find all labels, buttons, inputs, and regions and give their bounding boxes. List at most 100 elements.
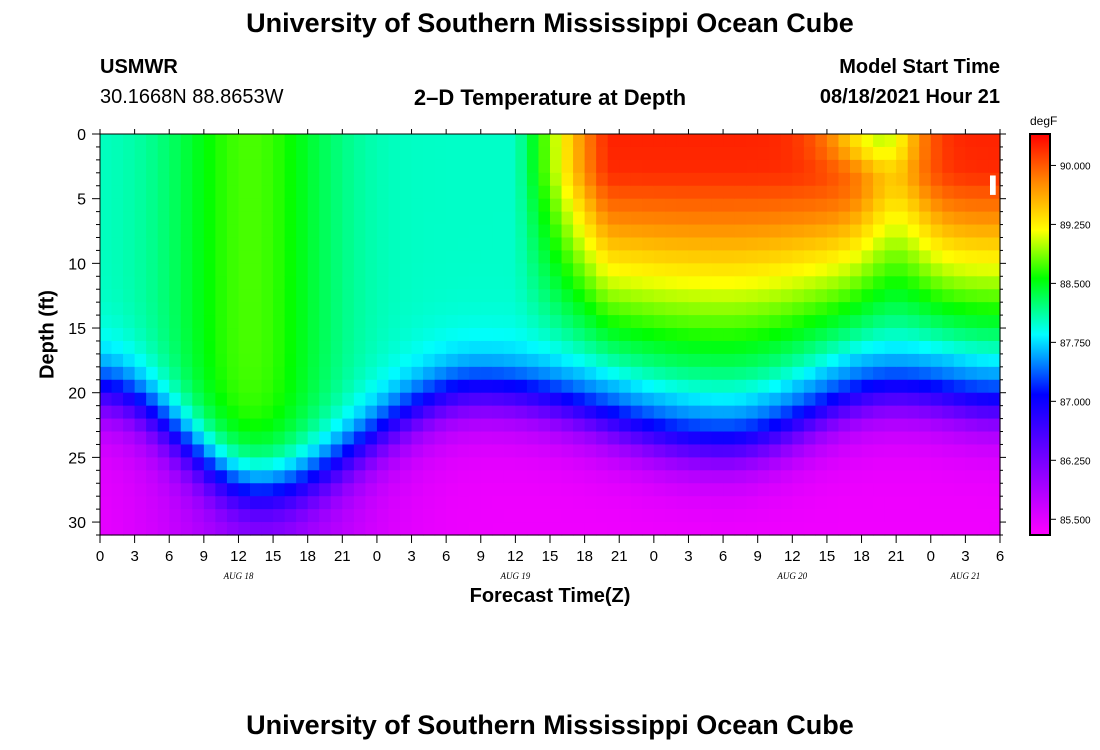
heatmap-cell bbox=[250, 289, 263, 303]
heatmap-cell bbox=[515, 418, 528, 433]
heatmap-cell bbox=[734, 289, 747, 303]
heatmap-cell bbox=[550, 483, 563, 497]
heatmap-cell bbox=[734, 198, 747, 213]
heatmap-cell bbox=[734, 211, 747, 226]
heatmap-cell bbox=[596, 198, 609, 213]
heatmap-cell bbox=[953, 146, 966, 161]
heatmap-cell bbox=[746, 276, 759, 290]
heatmap-cell bbox=[665, 522, 678, 536]
heatmap-cell bbox=[630, 353, 643, 368]
heatmap-cell bbox=[134, 211, 147, 226]
heatmap-cell bbox=[480, 198, 493, 213]
heatmap-cell bbox=[146, 224, 159, 239]
heatmap-cell bbox=[965, 366, 978, 381]
heatmap-cell bbox=[284, 340, 297, 355]
heatmap-cell bbox=[469, 366, 482, 381]
heatmap-cell bbox=[203, 211, 216, 226]
heatmap-cell bbox=[919, 276, 932, 290]
heatmap-cell bbox=[100, 328, 113, 342]
heatmap-cell bbox=[480, 224, 493, 239]
heatmap-cell bbox=[803, 224, 816, 239]
heatmap-cell bbox=[492, 237, 505, 252]
heatmap-cell bbox=[711, 340, 724, 355]
heatmap-cell bbox=[469, 444, 482, 458]
heatmap-cell bbox=[284, 198, 297, 213]
heatmap-cell bbox=[342, 211, 355, 226]
heatmap-cell bbox=[226, 392, 240, 407]
heatmap-cell bbox=[861, 185, 874, 200]
heatmap-cell bbox=[850, 366, 863, 381]
heatmap-cell bbox=[342, 328, 355, 342]
heatmap-cell bbox=[169, 263, 182, 277]
heatmap-cell bbox=[123, 250, 136, 264]
heatmap-cell bbox=[550, 418, 563, 433]
heatmap-cell bbox=[111, 328, 124, 342]
heatmap-cell bbox=[250, 276, 263, 290]
heatmap-cell bbox=[803, 496, 816, 510]
heatmap-cell bbox=[976, 366, 990, 381]
heatmap-cell bbox=[942, 431, 955, 446]
heatmap-cell bbox=[411, 457, 424, 471]
heatmap-cell bbox=[734, 315, 747, 329]
heatmap-cell bbox=[942, 405, 955, 420]
heatmap-cell bbox=[919, 185, 932, 200]
heatmap-cell bbox=[700, 522, 713, 536]
heatmap-cell bbox=[400, 353, 413, 368]
heatmap-cell bbox=[296, 457, 309, 471]
heatmap-cell bbox=[515, 392, 528, 407]
heatmap-cell bbox=[550, 431, 563, 446]
heatmap-cell bbox=[630, 457, 643, 471]
heatmap-cell bbox=[988, 289, 1001, 303]
heatmap-cell bbox=[342, 379, 355, 394]
heatmap-cell bbox=[526, 379, 540, 394]
heatmap-cell bbox=[330, 509, 343, 523]
heatmap-cell bbox=[134, 185, 147, 200]
heatmap-cell bbox=[607, 237, 620, 252]
heatmap-cell bbox=[838, 392, 851, 407]
heatmap-cell bbox=[838, 431, 851, 446]
heatmap-cell bbox=[469, 457, 482, 471]
heatmap-cell bbox=[457, 522, 470, 536]
heatmap-cell bbox=[284, 159, 297, 174]
heatmap-cell bbox=[688, 198, 701, 213]
heatmap-cell bbox=[757, 315, 770, 329]
heatmap-cell bbox=[411, 159, 424, 174]
heatmap-cell bbox=[976, 263, 990, 277]
heatmap-cell bbox=[919, 444, 932, 458]
heatmap-cell bbox=[619, 289, 632, 303]
heatmap-cell bbox=[423, 224, 436, 239]
heatmap-cell bbox=[215, 185, 228, 200]
heatmap-cell bbox=[111, 379, 124, 394]
heatmap-cell bbox=[457, 431, 470, 446]
heatmap-cell bbox=[723, 328, 736, 342]
heatmap-cell bbox=[700, 392, 713, 407]
heatmap-cell bbox=[376, 405, 390, 420]
heatmap-cell bbox=[965, 198, 978, 213]
heatmap-cell bbox=[423, 146, 436, 161]
heatmap-cell bbox=[711, 250, 724, 264]
heatmap-cell bbox=[861, 405, 874, 420]
heatmap-cell bbox=[353, 134, 366, 148]
heatmap-cell bbox=[296, 250, 309, 264]
heatmap-cell bbox=[261, 185, 274, 200]
heatmap-cell bbox=[769, 224, 782, 239]
heatmap-cell bbox=[180, 379, 193, 394]
heatmap-cell bbox=[434, 250, 447, 264]
heatmap-cell bbox=[746, 172, 759, 187]
heatmap-cell bbox=[296, 276, 309, 290]
heatmap-cell bbox=[457, 237, 470, 252]
heatmap-cell bbox=[873, 496, 886, 510]
heatmap-cell bbox=[896, 353, 909, 368]
heatmap-cell bbox=[446, 509, 459, 523]
heatmap-cell bbox=[861, 134, 874, 148]
heatmap-cell bbox=[307, 185, 320, 200]
heatmap-cell bbox=[619, 302, 632, 316]
heatmap-cell bbox=[273, 470, 286, 484]
heatmap-cell bbox=[365, 224, 378, 239]
heatmap-cell bbox=[630, 211, 643, 226]
heatmap-cell bbox=[734, 405, 747, 420]
heatmap-cell bbox=[988, 379, 1001, 394]
heatmap-cell bbox=[826, 366, 840, 381]
heatmap-cell bbox=[457, 159, 470, 174]
heatmap-cell bbox=[907, 263, 920, 277]
